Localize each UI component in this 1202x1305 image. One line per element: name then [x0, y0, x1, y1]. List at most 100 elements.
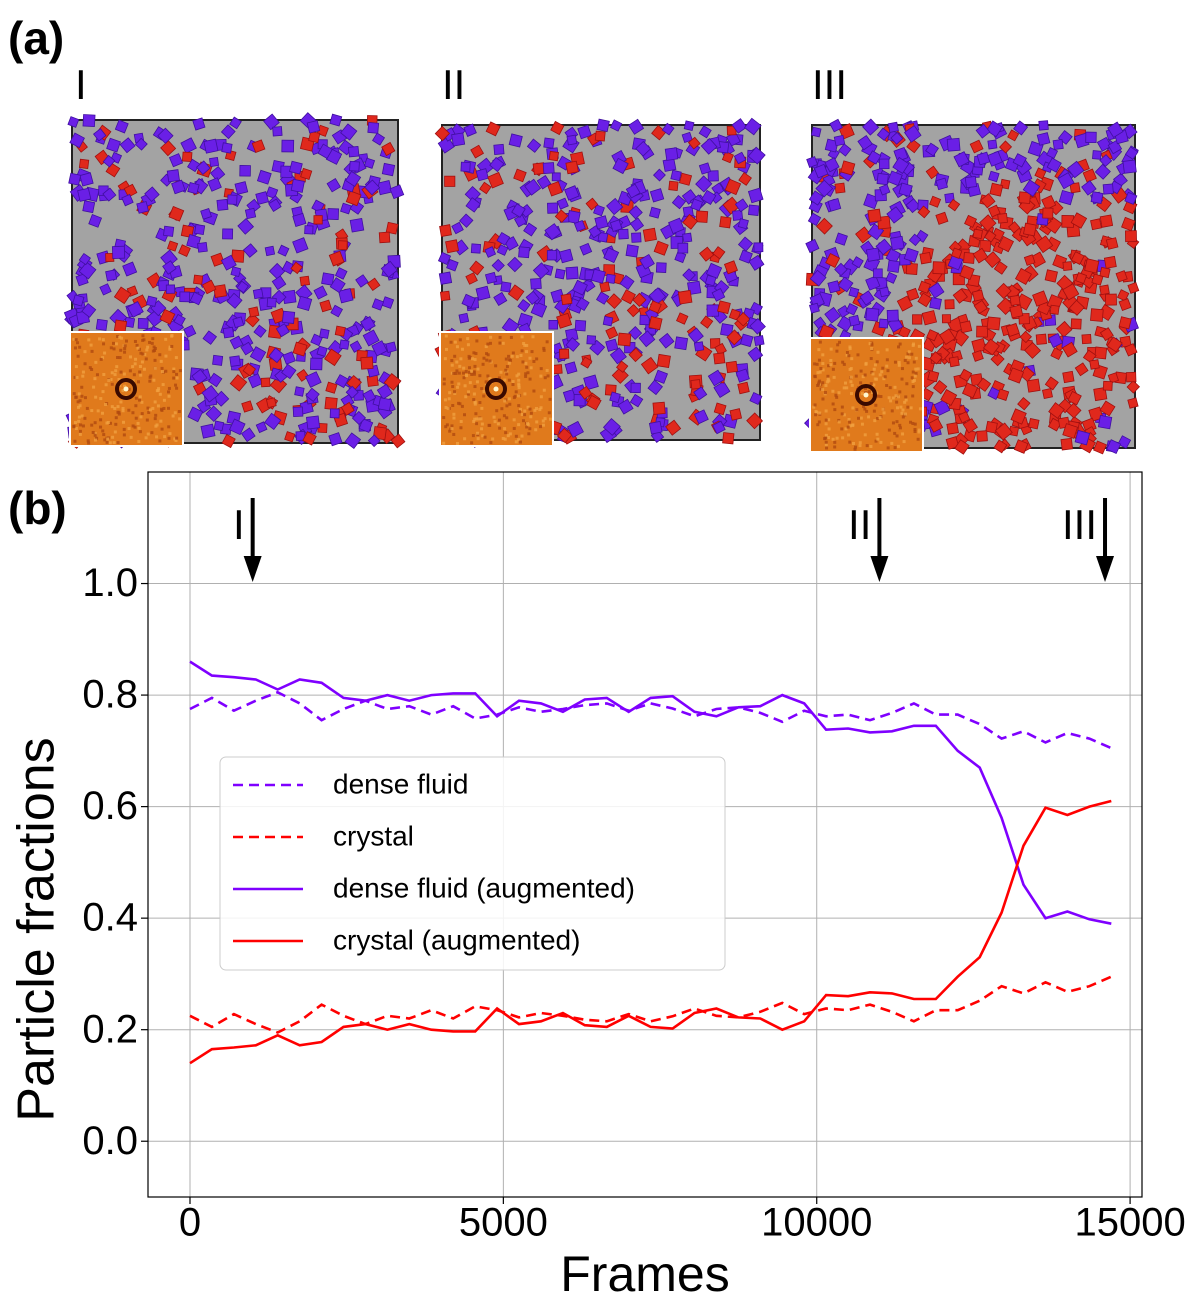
inset-noise [489, 335, 493, 339]
inset-noise [467, 390, 471, 394]
particle [281, 310, 296, 324]
particle [171, 179, 186, 195]
particle [988, 170, 1000, 183]
particle [734, 198, 749, 213]
inset-noise [831, 367, 835, 371]
inset-noise [146, 406, 150, 410]
particle [200, 207, 212, 220]
particle [681, 131, 693, 144]
particle [240, 341, 254, 356]
particle [334, 325, 346, 337]
inset-noise [77, 419, 81, 423]
particle [255, 191, 270, 205]
particle [1090, 191, 1104, 205]
inset-noise [824, 443, 828, 447]
particle [329, 113, 343, 127]
particle [548, 320, 559, 330]
inset-noise [174, 356, 178, 360]
inset-noise [81, 424, 85, 428]
particle [670, 169, 682, 182]
particle [1122, 159, 1137, 174]
inset-noise [514, 434, 518, 438]
inset-noise [99, 418, 103, 422]
inset-noise [468, 370, 472, 374]
particle [281, 363, 297, 380]
inset-noise [845, 386, 849, 390]
particle [319, 299, 333, 313]
inset-noise [74, 427, 78, 431]
inset-noise [461, 371, 465, 375]
particle [349, 160, 360, 172]
inset-noise [452, 432, 456, 436]
inset-noise [526, 405, 530, 409]
particle [308, 130, 321, 144]
inset-noise [455, 360, 459, 364]
particle [707, 369, 725, 387]
inset-noise [485, 358, 489, 362]
particle [1038, 120, 1049, 131]
inset-noise [116, 405, 120, 409]
inset-noise [145, 418, 149, 422]
particle [302, 431, 317, 446]
particle [216, 198, 229, 211]
legend-label: crystal (augmented) [333, 924, 580, 955]
particle [508, 133, 523, 148]
particle [507, 284, 525, 301]
particle [896, 295, 913, 312]
inset-noise [831, 402, 835, 406]
particle [1099, 214, 1114, 228]
inset-noise [507, 378, 511, 382]
particle [652, 168, 666, 182]
inset-noise [529, 366, 533, 370]
inset-noise [824, 440, 828, 444]
inset-noise [114, 342, 118, 346]
inset-noise [882, 411, 886, 415]
inset-noise [488, 359, 492, 363]
particle [728, 308, 741, 321]
inset-noise [467, 366, 471, 370]
inset-noise [143, 352, 147, 356]
inset-noise [116, 355, 120, 359]
inset-noise [80, 385, 84, 389]
annotation-label: III [1062, 501, 1097, 548]
inset-noise [121, 409, 125, 413]
inset-noise [473, 364, 477, 368]
particle [328, 432, 343, 447]
particle [324, 348, 342, 367]
particle [1104, 293, 1117, 306]
inset-noise [517, 404, 521, 408]
inset-noise [480, 387, 484, 391]
particle [381, 162, 396, 177]
particle [339, 339, 350, 350]
inset-noise [859, 369, 863, 373]
particle [827, 280, 841, 294]
particle [879, 286, 890, 298]
particle [288, 160, 303, 175]
inset-noise [881, 407, 885, 411]
inset-noise [475, 339, 479, 343]
inset-noise [869, 382, 873, 386]
inset-noise [466, 337, 470, 341]
particle [603, 247, 620, 264]
particle [586, 335, 597, 345]
inset-noise [170, 344, 174, 348]
inset-noise [873, 363, 877, 367]
particle [371, 298, 385, 311]
inset-noise [824, 422, 828, 426]
inset-noise [72, 392, 76, 396]
inset-noise [512, 396, 516, 400]
particle [207, 177, 222, 192]
inset-noise [171, 414, 175, 418]
inset-noise [847, 433, 851, 437]
inset-noise [147, 410, 151, 414]
particle [113, 286, 132, 305]
inset-noise [534, 428, 538, 432]
inset-noise [452, 416, 456, 420]
particle [639, 253, 655, 270]
inset-noise [510, 354, 514, 358]
inset-noise [131, 424, 135, 428]
inset-noise [507, 354, 511, 358]
particle [606, 197, 624, 216]
particle [735, 311, 751, 327]
inset-noise [444, 334, 448, 338]
